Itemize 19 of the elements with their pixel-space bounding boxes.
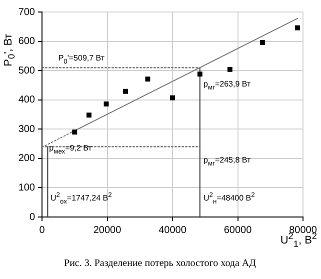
- x-tick-label: 0: [39, 224, 46, 236]
- annotation: U$^{2}$$_{н}$=48400 В$^{2}$: [203, 192, 255, 206]
- y-tick-label: 200: [18, 153, 36, 164]
- x-tick-label: 60000: [224, 224, 252, 236]
- annotation: p$_{мг}$=245,8 Вт: [203, 155, 251, 168]
- annotation: p$_{мех}$=9,2 Вт: [49, 144, 92, 156]
- y-tick-label: 400: [18, 94, 36, 106]
- y-tick-label: 500: [18, 65, 36, 76]
- y-tick-label: 600: [18, 36, 36, 48]
- y-tick-label: 0: [29, 212, 36, 223]
- y-tick-label: 700: [18, 6, 36, 18]
- text: Рис. 3. Разделение потерь холостого хода АД: [64, 258, 256, 269]
- x-tick-label: 40000: [158, 224, 187, 236]
- x-tick-label: 20000: [93, 224, 122, 236]
- annotation: p$_{мг}$=263,9 Вт: [203, 80, 251, 92]
- y-tick-label: 300: [18, 124, 36, 135]
- annotation: P$_{0}$'=509,7 Вт: [58, 53, 105, 66]
- y-tick-label: 100: [18, 182, 36, 194]
- annotation: U$^{2}$$_{ох}$=1747,24 В$^{2}$: [50, 192, 112, 206]
